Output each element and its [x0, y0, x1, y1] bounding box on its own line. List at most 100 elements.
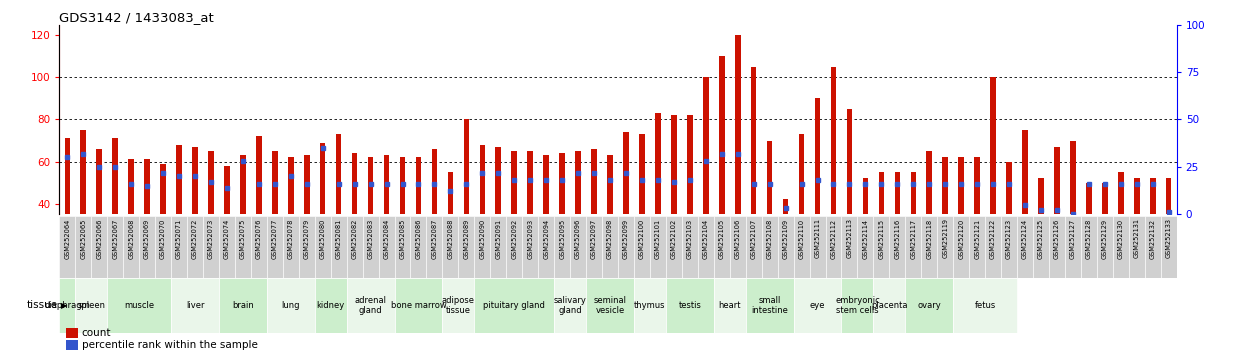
Bar — [1119, 172, 1124, 214]
Text: GSM252128: GSM252128 — [1086, 218, 1091, 259]
Bar — [496, 147, 501, 214]
Bar — [735, 35, 740, 214]
Bar — [124, 216, 140, 278]
Bar — [921, 216, 937, 278]
Bar — [426, 216, 442, 278]
Text: GSM252064: GSM252064 — [64, 218, 70, 259]
Text: fetus: fetus — [974, 301, 996, 310]
Text: salivary
gland: salivary gland — [554, 296, 587, 315]
Bar — [895, 172, 900, 214]
Bar — [1017, 216, 1033, 278]
Bar — [1166, 178, 1172, 214]
Text: adrenal
gland: adrenal gland — [355, 296, 387, 315]
Text: adipose
tissue: adipose tissue — [442, 296, 475, 315]
Bar — [782, 199, 789, 214]
Bar — [480, 145, 485, 214]
Bar — [1065, 216, 1082, 278]
Text: GSM252071: GSM252071 — [176, 218, 182, 259]
Bar — [794, 278, 842, 333]
Bar — [745, 216, 761, 278]
Bar — [80, 130, 87, 214]
Text: GSM252111: GSM252111 — [815, 218, 821, 258]
Bar — [112, 138, 117, 214]
Text: GSM252112: GSM252112 — [831, 218, 837, 258]
Bar — [591, 149, 597, 214]
Text: GSM252097: GSM252097 — [591, 218, 597, 259]
Text: GSM252082: GSM252082 — [351, 218, 357, 259]
Bar — [459, 216, 475, 278]
Text: GSM252078: GSM252078 — [288, 218, 294, 259]
Bar — [336, 134, 341, 214]
Bar — [639, 134, 645, 214]
Text: GSM252096: GSM252096 — [575, 218, 581, 259]
Bar — [751, 67, 756, 214]
Text: GSM252110: GSM252110 — [798, 218, 805, 258]
Bar — [623, 132, 629, 214]
Text: GSM252065: GSM252065 — [80, 218, 87, 259]
Bar — [415, 157, 421, 214]
Bar — [729, 216, 745, 278]
Bar — [1082, 216, 1096, 278]
Text: GSM252122: GSM252122 — [990, 218, 996, 259]
Bar — [1096, 216, 1112, 278]
Text: GSM252124: GSM252124 — [1022, 218, 1028, 259]
Text: GSM252084: GSM252084 — [383, 218, 389, 259]
Text: GSM252126: GSM252126 — [1054, 218, 1060, 259]
Text: GSM252120: GSM252120 — [958, 218, 964, 259]
Bar — [320, 143, 325, 214]
Text: GSM252132: GSM252132 — [1149, 218, 1156, 258]
Bar — [235, 216, 251, 278]
Bar — [1149, 178, 1156, 214]
Bar — [1070, 141, 1075, 214]
Bar — [203, 216, 219, 278]
Bar — [442, 278, 475, 333]
Bar — [890, 216, 905, 278]
Text: GSM252131: GSM252131 — [1133, 218, 1140, 258]
Text: lung: lung — [282, 301, 300, 310]
Bar — [634, 216, 650, 278]
Bar — [554, 216, 570, 278]
Bar — [655, 113, 661, 214]
Bar — [59, 216, 75, 278]
Text: GSM252080: GSM252080 — [320, 218, 326, 259]
Bar — [713, 216, 729, 278]
Text: GSM252066: GSM252066 — [96, 218, 103, 259]
Bar — [442, 216, 459, 278]
Text: GSM252133: GSM252133 — [1166, 218, 1172, 258]
Bar — [362, 216, 378, 278]
Bar — [251, 216, 267, 278]
Bar — [874, 278, 905, 333]
Bar — [937, 216, 953, 278]
Text: GSM252099: GSM252099 — [623, 218, 629, 258]
Bar — [974, 157, 980, 214]
Text: GSM252116: GSM252116 — [895, 218, 900, 258]
Text: GSM252077: GSM252077 — [272, 218, 278, 259]
Bar — [177, 145, 182, 214]
Bar — [1103, 183, 1107, 214]
Text: kidney: kidney — [316, 301, 345, 310]
Bar — [75, 278, 108, 333]
Bar — [447, 172, 454, 214]
Text: GSM252125: GSM252125 — [1038, 218, 1044, 259]
Bar — [299, 216, 315, 278]
Bar — [713, 278, 745, 333]
Text: GSM252070: GSM252070 — [161, 218, 166, 259]
Bar — [766, 141, 772, 214]
Bar — [64, 138, 70, 214]
Bar — [719, 56, 724, 214]
Text: ▶: ▶ — [61, 301, 67, 310]
Text: GSM252117: GSM252117 — [910, 218, 916, 258]
Bar — [544, 155, 549, 214]
Bar — [703, 78, 708, 214]
Bar — [315, 216, 331, 278]
Bar — [745, 278, 794, 333]
Bar — [874, 216, 890, 278]
Bar — [129, 159, 133, 214]
Bar — [1038, 178, 1043, 214]
Text: testis: testis — [679, 301, 701, 310]
Bar — [602, 216, 618, 278]
Bar — [288, 157, 294, 214]
Bar — [1049, 216, 1065, 278]
Text: GSM252076: GSM252076 — [256, 218, 262, 259]
Bar — [777, 216, 794, 278]
